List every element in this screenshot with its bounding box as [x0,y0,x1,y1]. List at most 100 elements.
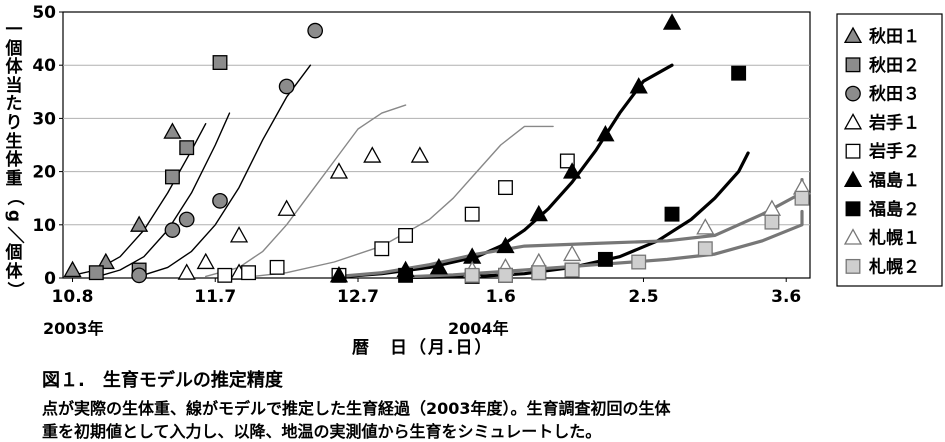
year-label-2004: 2004年 [448,319,509,338]
y-axis-title-char: 体 [5,150,23,171]
y-axis-title-char: g [3,209,24,223]
data-point [241,265,257,281]
figure-caption-line2: 重を初期値として入力し、以降、地温の実測値から生育をシミュレートした。 [42,422,602,441]
data-point [164,169,180,185]
y-axis-title-char: （ [4,188,24,206]
data-point [88,265,104,281]
y-axis-title-char: 体 [5,57,23,78]
legend-label: 札幌２ [868,256,920,277]
legend-marker [845,85,861,102]
data-point [564,262,580,278]
y-axis-title-char: た [5,94,23,115]
data-point [196,252,215,270]
y-axis-title-char: 一 [5,20,23,40]
data-point [177,263,196,280]
y-axis-title-char: ／ [4,226,24,244]
legend-marker [845,57,861,73]
model-curve [247,125,554,278]
data-point [329,266,349,283]
data-point [130,215,149,232]
y-axis-title-char: ） [4,281,24,299]
data-point [464,206,480,222]
y-axis-title-char: 生 [5,131,23,152]
data-point [596,125,615,142]
legend-label: 岩手１ [868,112,920,133]
data-point [163,122,182,139]
data-point [496,236,515,254]
y-tick-label: 10 [32,216,56,236]
x-tick-label: 2.5 [628,287,658,307]
y-axis-title-char: 個 [5,38,23,59]
legend-label: 秋田３ [869,84,920,105]
figure-caption-line1: 点が実際の生体重、線がモデルで推定した生育経過（2003年度）。生育調査初回の生… [42,399,671,418]
data-point [731,65,747,81]
legend-marker [843,113,863,130]
model-curve [138,64,312,278]
data-point [562,244,582,262]
data-point [278,78,295,95]
data-point [696,218,715,235]
data-point [631,254,647,270]
legend-label: 岩手２ [868,141,920,162]
data-point [559,153,575,169]
x-tick-label: 11.7 [194,287,236,307]
x-tick-label: 3.6 [771,287,801,307]
legend-label: 福島２ [868,199,920,220]
growth-chart: 0 10 20 30 40 50 10.8 11.7 12.7 1.6 2.5 3.6 秋田１ 秋田２ 秋田… [32,3,943,307]
legend-marker [845,143,861,159]
data-point [277,199,296,216]
y-axis-title-char: り [5,113,23,133]
data-point [764,214,780,230]
data-point [63,260,82,278]
legend-label: 札幌１ [868,228,920,249]
legend-marker [845,258,861,274]
y-tick-label: 30 [32,109,56,129]
data-point [562,162,582,179]
y-axis-title-char: 重 [5,168,23,189]
legend-label: 秋田２ [869,55,920,76]
data-point [498,267,513,283]
data-point [664,206,680,222]
data-point [307,22,324,39]
x-tick-label: 10.8 [52,287,94,307]
data-point [363,146,382,163]
data-point [269,259,285,275]
data-point [597,251,613,267]
legend-marker [843,26,863,44]
data-point [429,258,448,275]
x-tick-label: 12.7 [337,287,379,307]
data-point [794,190,810,206]
data-point [164,222,181,238]
y-tick-label: 40 [32,56,56,76]
data-point [531,265,547,281]
y-axis-title-char: 体 [5,261,23,282]
data-point [662,13,682,30]
y-tick-label: 50 [32,3,56,23]
data-point [498,180,513,196]
data-point [96,252,115,270]
data-point [131,267,147,284]
y-axis-title-char: 当 [5,75,23,96]
data-point [212,55,228,70]
data-point [697,241,713,257]
y-axis-title-char: 個 [5,243,23,264]
data-point [529,204,548,222]
data-point [629,77,648,94]
data-point [398,267,414,283]
data-point [212,193,228,209]
y-tick-label: 0 [44,269,56,289]
data-point [229,226,249,243]
data-point [329,162,349,179]
data-point [398,227,414,243]
data-point [178,211,195,228]
y-tick-label: 20 [32,163,56,183]
data-point [410,146,429,163]
data-point [179,140,195,156]
data-point [374,241,390,257]
legend-label: 福島１ [868,170,920,191]
year-label-2003: 2003年 [43,319,104,338]
legend-marker [843,170,863,188]
model-curve [205,104,407,278]
data-point [464,267,480,283]
figure-caption-title: 図１. 生育モデルの推定精度 [42,370,283,391]
